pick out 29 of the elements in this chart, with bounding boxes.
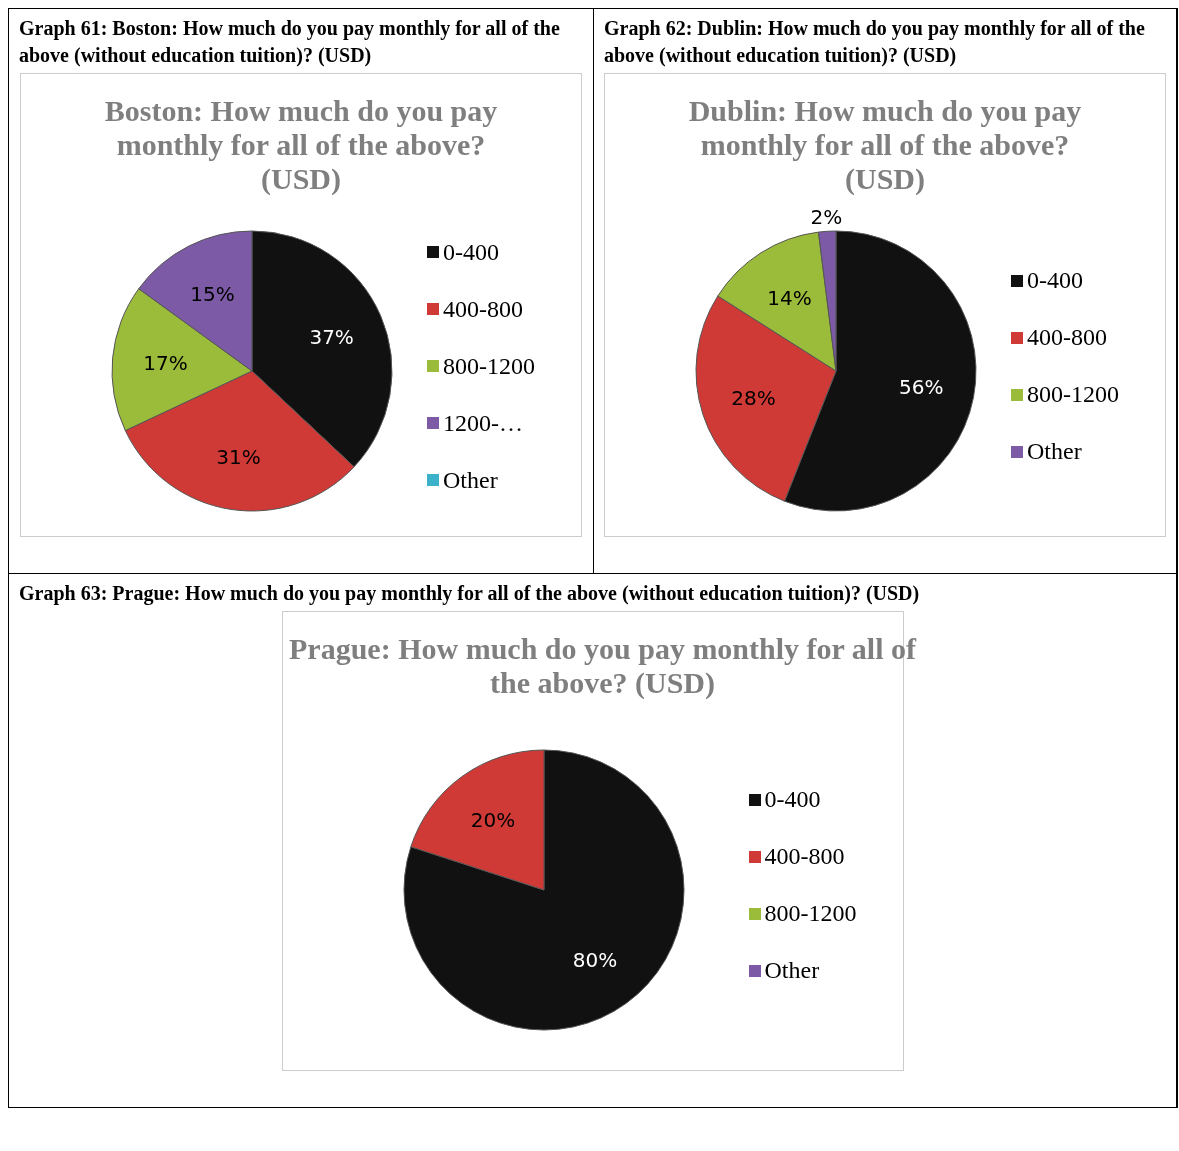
data-label: 17% [143, 350, 188, 375]
data-label: 28% [731, 385, 776, 410]
data-label: 20% [470, 807, 515, 832]
caption: Graph 63: Prague: How much do you pay monthly for all of the above (without education tuition)? (USD) [19, 581, 921, 607]
legend-label: 0-400 [1027, 267, 1083, 294]
legend-label: Other [1027, 438, 1082, 465]
legend-label: 800-1200 [1027, 381, 1119, 408]
caption: Graph 62: Dublin: How much do you pay monthly for all of the above (without education tuition)? (USD) [604, 16, 1146, 69]
legend-label: 800-1200 [764, 900, 857, 927]
legend-label: 400-800 [1027, 324, 1107, 351]
data-label: 80% [572, 948, 617, 973]
legend-label: 400-800 [443, 295, 523, 323]
data-label: 31% [216, 444, 261, 469]
legend-label: 400-800 [764, 843, 845, 870]
data-label: 14% [767, 285, 812, 310]
chart-title: Boston: How much do you pay monthly for all of the above? (USD) [103, 94, 499, 196]
legend-label: 0-400 [764, 786, 821, 813]
data-label: 37% [309, 324, 354, 349]
chart-title: Prague: How much do you pay monthly for all of the above? (USD) [288, 632, 918, 700]
chart-title: Dublin: How much do you pay monthly for all of the above? (USD) [687, 94, 1083, 196]
data-label: 2% [810, 205, 843, 230]
data-label: 56% [899, 375, 944, 400]
legend-label: Other [443, 466, 498, 494]
data-label: 15% [190, 281, 235, 306]
legend-label: 1200-… [443, 409, 523, 437]
legend-label: Other [764, 957, 820, 984]
legend-label: 0-400 [443, 238, 499, 266]
legend-label: 800-1200 [443, 352, 535, 380]
caption: Graph 61: Boston: How much do you pay monthly for all of the above (without education tuition)? (USD) [19, 16, 561, 69]
